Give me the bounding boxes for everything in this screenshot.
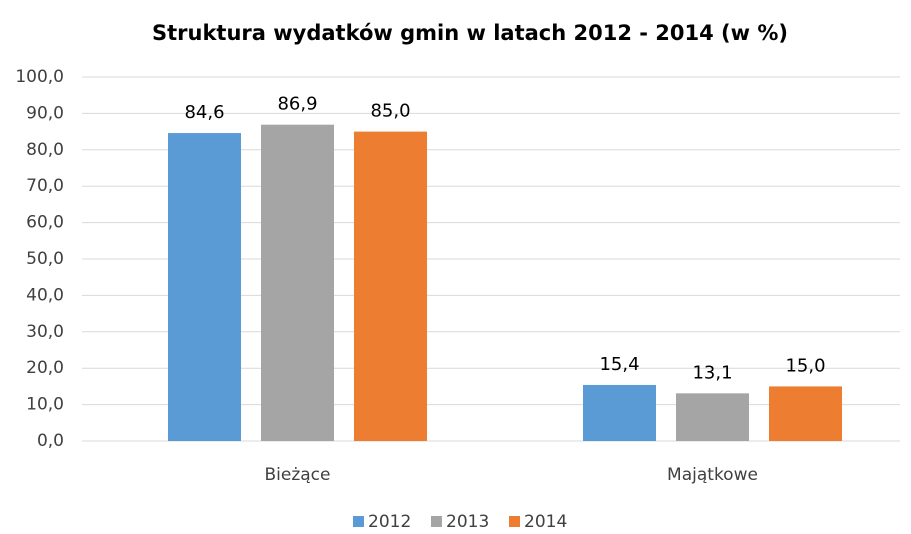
legend-swatch	[353, 516, 364, 527]
bar	[769, 386, 842, 441]
legend-label: 2013	[446, 512, 489, 532]
bar	[261, 124, 334, 442]
data-label: 84,6	[184, 102, 224, 123]
y-tick-label: 100,0	[15, 67, 64, 87]
y-tick-label: 10,0	[26, 395, 64, 415]
y-tick-label: 20,0	[26, 358, 64, 378]
data-label: 15,4	[599, 354, 639, 375]
y-tick-label: 80,0	[26, 140, 64, 160]
y-tick-label: 70,0	[26, 176, 64, 196]
y-tick-label: 0,0	[37, 431, 64, 451]
y-tick-label: 60,0	[26, 213, 64, 233]
bar	[583, 384, 656, 441]
bar	[168, 133, 241, 441]
data-label: 86,9	[277, 94, 317, 115]
y-tick-label: 30,0	[26, 322, 64, 342]
y-tick-label: 40,0	[26, 285, 64, 305]
legend-swatch	[431, 516, 442, 527]
y-tick-label: 90,0	[26, 103, 64, 123]
data-label: 15,0	[785, 355, 825, 376]
legend-label: 2014	[524, 512, 567, 532]
x-tick-label: Bieżące	[265, 465, 331, 485]
legend-swatch	[509, 516, 520, 527]
data-label: 85,0	[370, 101, 410, 122]
data-label: 13,1	[692, 362, 732, 383]
legend-label: 2012	[368, 512, 411, 532]
bar	[676, 393, 749, 441]
y-tick-label: 50,0	[26, 249, 64, 269]
chart-title: Struktura wydatków gmin w latach 2012 - …	[152, 21, 788, 45]
bar	[354, 131, 427, 441]
x-tick-label: Majątkowe	[667, 465, 758, 485]
